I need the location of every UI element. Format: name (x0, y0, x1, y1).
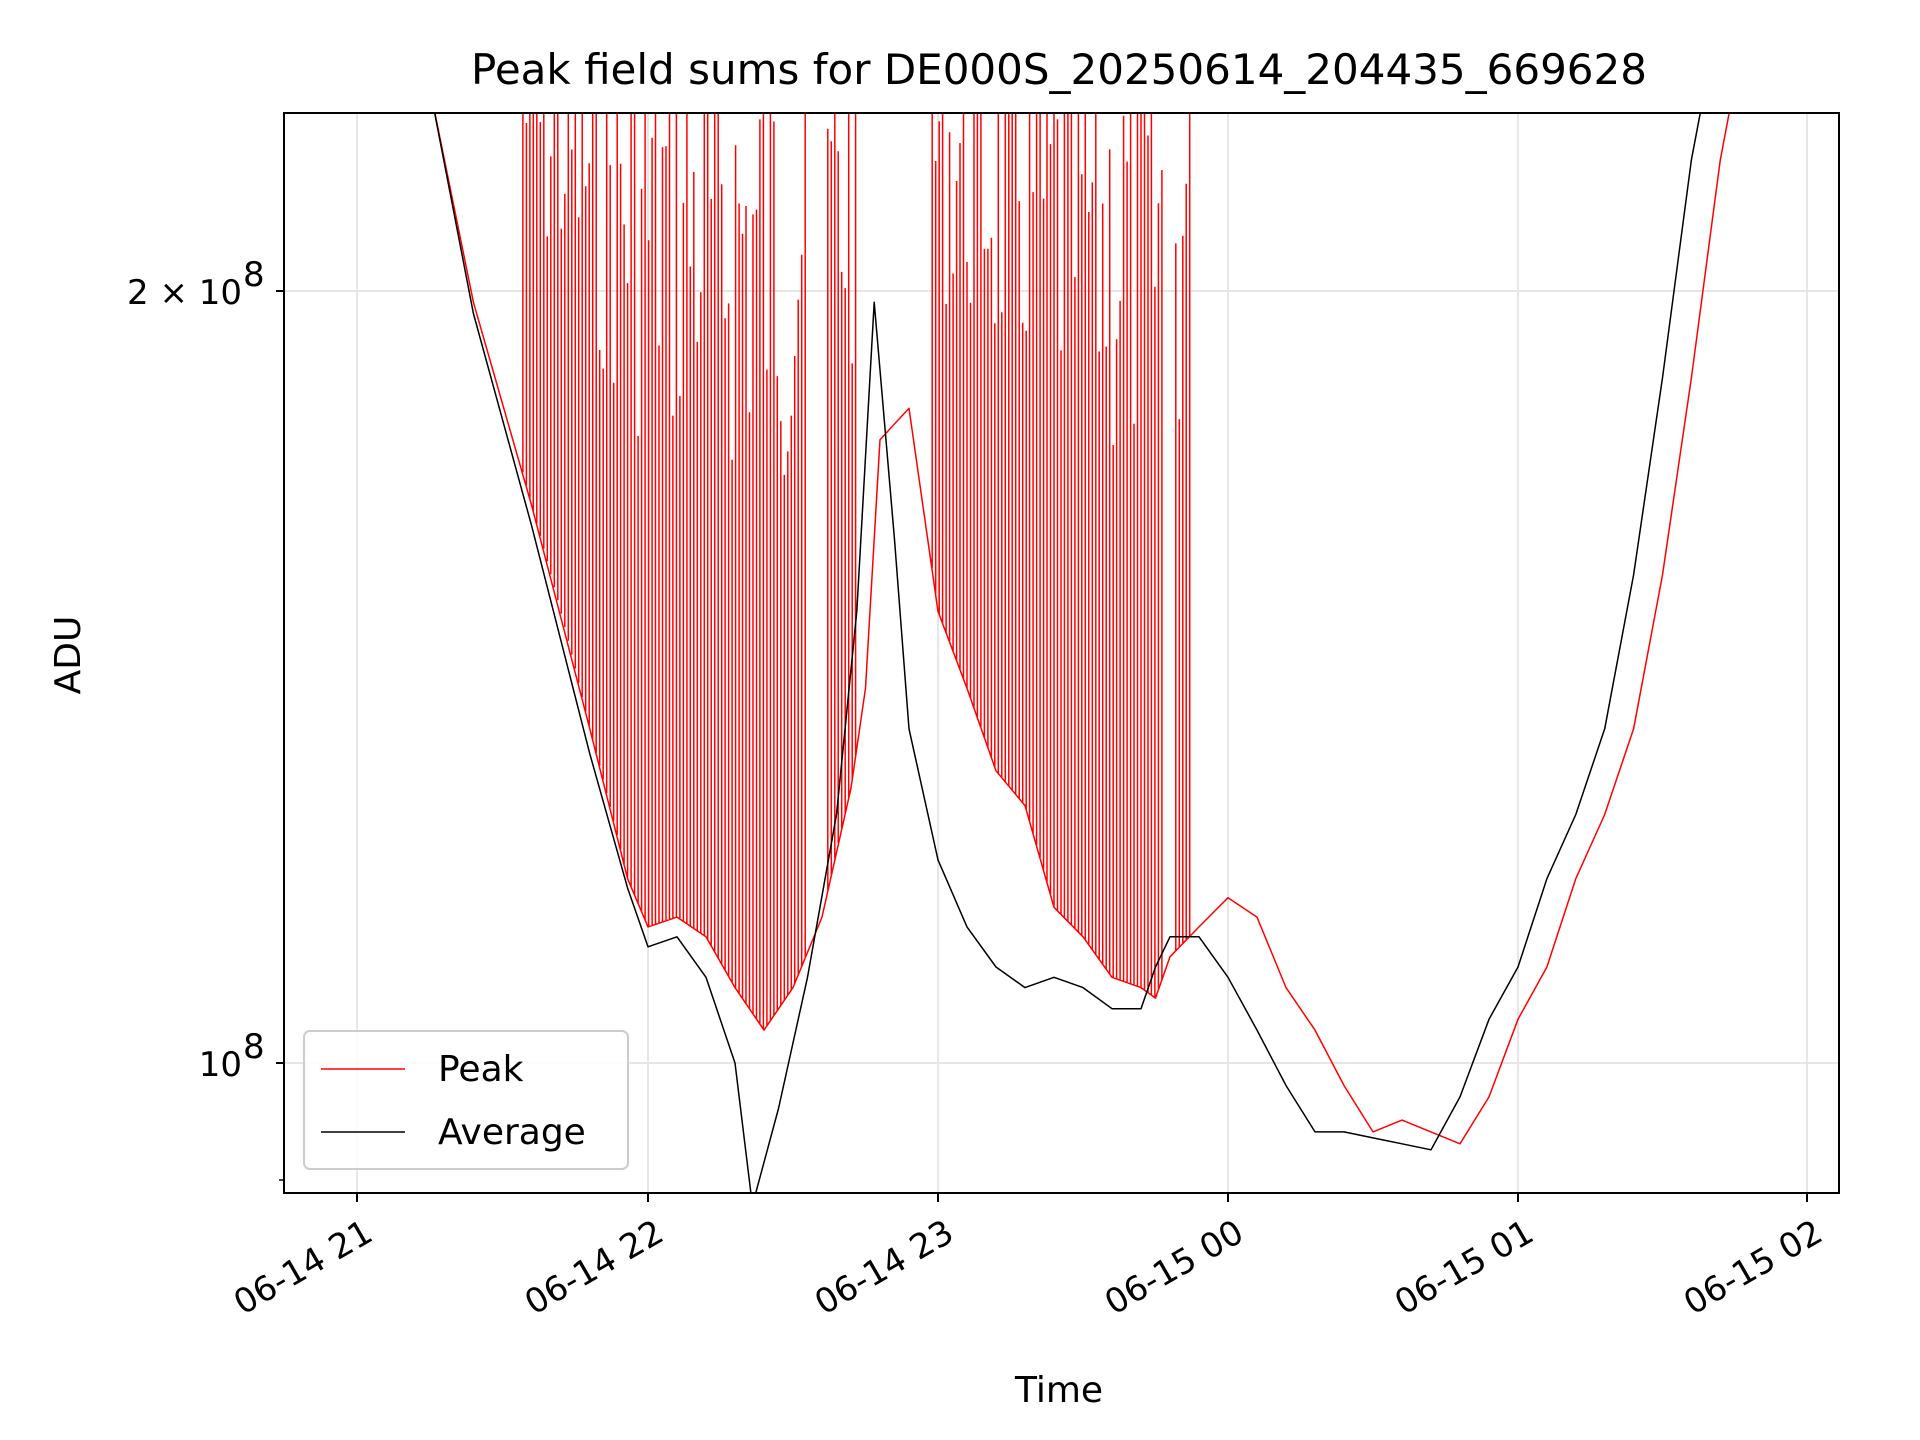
legend: Peak Average (303, 1030, 629, 1170)
series-line-peak (434, 113, 1730, 1145)
series-line-average (433, 113, 1702, 1193)
chart-title: Peak field sums for DE000S_20250614_2044… (471, 45, 1647, 94)
y-tick-label-2e8-exponent: 8 (243, 255, 265, 295)
plot-frame (283, 112, 1840, 1194)
y-tick-label-2e8: 2 × 10 (127, 273, 242, 313)
legend-box (303, 1030, 629, 1170)
series-layer (433, 113, 1730, 1193)
legend-label-average: Average (438, 1112, 586, 1153)
y-axis-label: ADU (48, 616, 89, 695)
y-axis: 10 8 2 × 10 8 (127, 255, 284, 1181)
y-tick-label-1e8: 10 (199, 1045, 242, 1085)
legend-label-peak: Peak (438, 1049, 524, 1090)
x-axis-label: Time (1014, 1370, 1103, 1411)
y-tick-label-1e8-exponent: 8 (243, 1027, 265, 1067)
